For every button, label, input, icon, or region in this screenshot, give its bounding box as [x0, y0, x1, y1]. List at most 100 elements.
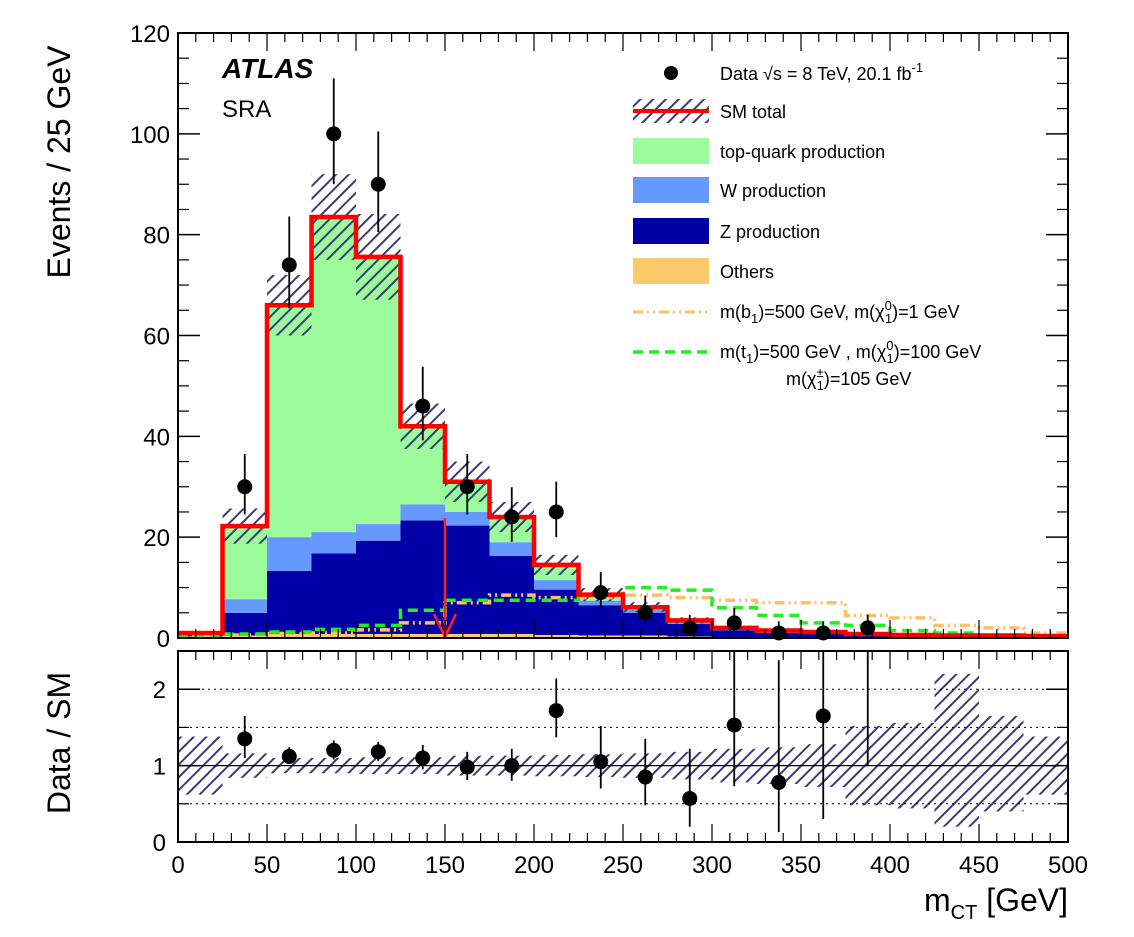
- bar-w-production-2: [267, 537, 312, 571]
- legend-swatch-w: [633, 177, 709, 203]
- bar-z-production-6: [445, 525, 490, 634]
- data-point-6: [504, 509, 520, 525]
- bar-w-production-5: [400, 504, 445, 521]
- legend-label-signal-sbottom: m(b1)=500 GeV, m(χ0 1)=1 GeV: [720, 298, 960, 326]
- bar-others-4: [356, 633, 401, 638]
- data-point-13: [815, 625, 831, 641]
- bar-z-production-4: [356, 540, 401, 634]
- legend-label-others: Others: [720, 262, 774, 282]
- bar-others-5: [400, 633, 445, 638]
- bar-others-9: [578, 635, 623, 638]
- ratio-point-12: [771, 774, 787, 790]
- bar-w-production-7: [489, 542, 534, 556]
- bar-others-6: [445, 633, 490, 638]
- main-panel: 0 20 40 60 80 100 120: [130, 21, 1069, 653]
- ratio-point-0: [237, 731, 253, 747]
- ratio-point-8: [593, 754, 609, 770]
- main-y-tick-label-1: 20: [143, 525, 170, 552]
- x-tick-label-9: 450: [959, 852, 999, 879]
- ratio-point-4: [415, 750, 431, 766]
- bar-others-10: [623, 635, 668, 638]
- ratio-point-1: [281, 748, 297, 764]
- ratio-y-tick-label-2: 2: [153, 677, 166, 704]
- experiment-label: ATLAS: [221, 53, 314, 84]
- x-tick-label-8: 400: [870, 852, 910, 879]
- bar-others-3: [311, 633, 356, 638]
- main-y-tick-label-5: 100: [130, 122, 170, 149]
- legend-swatch-others: [633, 258, 709, 284]
- main-y-tick-label-6: 120: [130, 21, 170, 48]
- ratio-point-13: [815, 708, 831, 724]
- bar-z-production-1: [222, 612, 267, 636]
- ratio-panel: 0 1 2 0 50 100 150 200 250 300 350 400 450 500: [153, 650, 1088, 879]
- data-point-4: [415, 398, 431, 414]
- bar-others-1: [222, 635, 267, 638]
- bar-z-production-2: [267, 570, 312, 634]
- data-point-10: [682, 620, 698, 636]
- x-tick-label-10: 500: [1048, 852, 1088, 879]
- ratio-point-9: [637, 769, 653, 785]
- data-point-5: [459, 479, 475, 495]
- ratio-y-tick-label-0: 0: [153, 830, 166, 857]
- x-tick-label-0: 0: [171, 852, 184, 879]
- legend-label-sm-total: SM total: [720, 102, 786, 122]
- signal-line-2: [178, 585, 1068, 639]
- main-y-tick-label-0: 0: [157, 626, 170, 653]
- main-y-tick-label-2: 40: [143, 424, 170, 451]
- x-tick-label-7: 350: [781, 852, 821, 879]
- main-y-axis-title: Events / 25 GeV: [41, 45, 77, 279]
- x-tick-label-4: 200: [514, 852, 554, 879]
- data-point-0: [237, 479, 253, 495]
- bar-others-8: [534, 634, 579, 638]
- data-point-2: [326, 126, 342, 142]
- ratio-point-5: [459, 759, 475, 775]
- ratio-uncertainty-band-18: [979, 715, 1024, 812]
- bar-z-production-9: [578, 605, 623, 636]
- data-point-14: [860, 620, 876, 636]
- legend-label-signal-stop: m(t1)=500 GeV , m(χ0 1)=100 GeV: [720, 338, 981, 366]
- bar-w-production-3: [311, 532, 356, 554]
- x-tick-label-1: 50: [254, 852, 281, 879]
- ratio-point-2: [326, 742, 342, 758]
- ratio-uncertainty-band-17: [934, 673, 979, 827]
- legend: Data √s = 8 TeV, 20.1 fb-1 SM total top-…: [633, 60, 981, 393]
- region-label: SRA: [222, 96, 271, 123]
- x-tick-label-6: 300: [692, 852, 732, 879]
- ratio-point-6: [504, 758, 520, 774]
- data-point-11: [726, 615, 742, 631]
- ratio-point-3: [370, 744, 386, 760]
- data-point-3: [370, 176, 386, 192]
- main-y-tick-label-3: 60: [143, 324, 170, 351]
- data-point-12: [771, 625, 787, 641]
- main-y-tick-label-4: 80: [143, 223, 170, 250]
- bar-w-production-4: [356, 524, 401, 541]
- bar-z-production-5: [400, 520, 445, 634]
- legend-label-top: top-quark production: [720, 142, 885, 162]
- ratio-point-7: [548, 703, 564, 719]
- ratio-point-11: [726, 717, 742, 733]
- bar-others-2: [267, 633, 312, 638]
- legend-label-data: Data √s = 8 TeV, 20.1 fb-1: [720, 60, 923, 84]
- bar-z-production-10: [623, 612, 668, 636]
- bar-z-production-3: [311, 553, 356, 634]
- ratio-point-10: [682, 790, 698, 806]
- data-point-8: [593, 585, 609, 601]
- legend-label-signal-stop-chargino: m(χ± 1)=105 GeV: [786, 365, 911, 393]
- ratio-y-axis-title: Data / SM: [41, 672, 77, 814]
- bar-w-production-8: [534, 580, 579, 590]
- ratio-y-tick-label-1: 1: [153, 754, 166, 781]
- bar-top-quark-production-4: [356, 256, 401, 525]
- bar-top-quark-production-3: [311, 217, 356, 533]
- bar-top-quark-production-2: [267, 305, 312, 538]
- bar-others-7: [489, 633, 534, 638]
- bar-w-production-6: [445, 511, 490, 526]
- bar-z-production-12: [712, 630, 757, 637]
- bar-w-production-1: [222, 599, 267, 613]
- data-point-1: [281, 257, 297, 273]
- bar-z-production-15: [845, 635, 890, 638]
- x-tick-label-5: 250: [603, 852, 643, 879]
- x-axis-title: mCT [GeV]: [924, 882, 1068, 924]
- x-tick-label-2: 100: [336, 852, 376, 879]
